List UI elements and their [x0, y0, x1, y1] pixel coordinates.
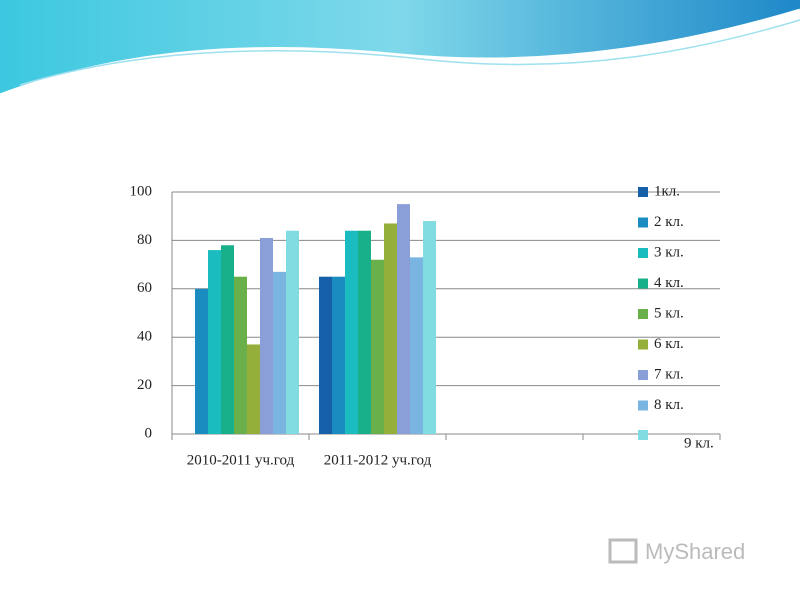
legend-swatch [638, 217, 648, 228]
header-wave [0, 0, 800, 95]
y-tick-label: 0 [145, 425, 153, 441]
legend-label: 7 кл. [654, 366, 684, 382]
bar [234, 276, 247, 434]
legend-swatch [638, 187, 648, 197]
bar [410, 257, 423, 434]
legend-label: 3 кл. [654, 244, 684, 260]
legend-label: 4 кл. [654, 275, 684, 291]
legend-label: 2 кл. [654, 214, 684, 230]
bar [208, 250, 221, 434]
legend-swatch [638, 370, 648, 380]
bar [247, 344, 260, 434]
legend-swatch [638, 430, 648, 440]
watermark: MyShared [645, 539, 745, 564]
legend-swatch [638, 400, 648, 411]
legend-swatch [638, 339, 648, 350]
bar [286, 230, 299, 434]
legend-label: 6 кл. [654, 336, 684, 352]
legend-swatch [638, 278, 648, 289]
legend-label: 5 кл. [654, 305, 684, 321]
legend-swatch [638, 309, 648, 319]
bar [319, 276, 332, 434]
legend-label: 9 кл. [684, 435, 714, 451]
legend-label: 1кл. [654, 183, 680, 199]
bar [273, 271, 286, 434]
y-tick-label: 20 [137, 377, 152, 393]
bar [332, 276, 345, 434]
plot: 0 20 40 60 80 100 2010-2011 уч.год 2011-2012 уч… [130, 183, 721, 468]
bar [384, 223, 397, 434]
bar [358, 230, 371, 434]
wave-line [19, 19, 800, 86]
bar [221, 245, 234, 434]
legend-label: 8 кл. [654, 397, 684, 413]
bar [195, 288, 208, 434]
y-tick-label: 40 [137, 329, 152, 345]
bar [397, 204, 410, 434]
bar [260, 237, 273, 434]
x-tick-label: 2010-2011 уч.год [187, 452, 295, 468]
y-tick-label: 60 [137, 280, 152, 296]
watermark-icon [608, 538, 638, 564]
y-tick-label: 100 [130, 183, 153, 199]
bar [423, 221, 436, 434]
bar [371, 259, 384, 434]
bar [345, 230, 358, 434]
legend-swatch [638, 248, 648, 258]
x-tick-label: 2011-2012 уч.год [324, 452, 432, 468]
y-tick-label: 80 [137, 232, 152, 248]
